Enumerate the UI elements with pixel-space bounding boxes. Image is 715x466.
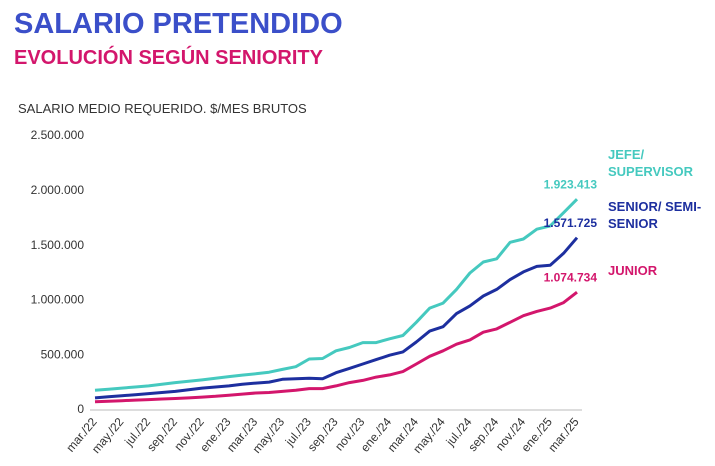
y-axis-label: SALARIO MEDIO REQUERIDO. $/MES BRUTOS bbox=[18, 101, 307, 116]
value-label: 1.923.413 bbox=[544, 177, 598, 191]
y-tick-label: 1.000.000 bbox=[31, 293, 85, 307]
value-label: 1.571.725 bbox=[544, 216, 598, 230]
y-tick-label: 2.000.000 bbox=[31, 183, 85, 197]
legend-entry: JEFE/ SUPERVISOR bbox=[608, 147, 694, 179]
y-tick-label: 0 bbox=[77, 402, 84, 416]
legend-entry: JUNIOR bbox=[608, 263, 658, 278]
chart-title: SALARIO PRETENDIDO bbox=[14, 8, 343, 40]
series-line bbox=[94, 291, 578, 404]
series-line bbox=[94, 198, 579, 392]
y-tick-label: 2.500.000 bbox=[31, 128, 85, 142]
y-tick-label: 1.500.000 bbox=[31, 238, 85, 252]
legend-entry: SENIOR/ SEMI-SENIOR bbox=[608, 199, 702, 231]
value-label: 1.074.734 bbox=[544, 270, 598, 284]
chart-subtitle: EVOLUCIÓN SEGÚN SENIORITY bbox=[14, 47, 323, 69]
series-line bbox=[94, 236, 579, 400]
y-tick-label: 500.000 bbox=[41, 347, 85, 361]
